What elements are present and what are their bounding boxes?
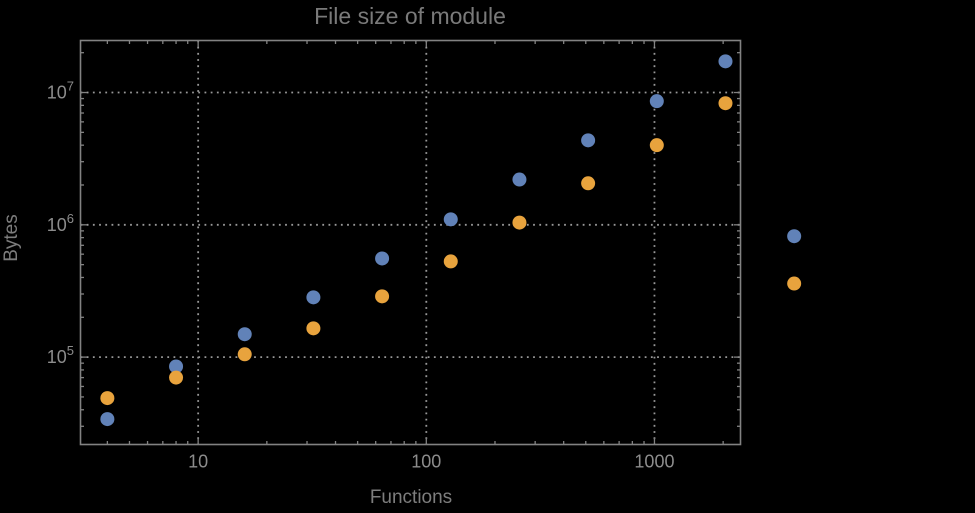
data-point-orange	[169, 370, 184, 385]
data-point-blue	[649, 94, 664, 109]
x-tick-label: 100	[411, 452, 441, 472]
data-point-orange	[375, 289, 390, 304]
x-tick-label: 1000	[634, 452, 674, 472]
ticks-layer	[80, 40, 741, 445]
data-point-blue	[581, 133, 596, 148]
plot-frame	[79, 39, 742, 446]
data-point-blue	[443, 212, 458, 227]
data-point-blue	[375, 251, 390, 266]
y-tick-label: 106	[47, 211, 74, 235]
data-point-blue	[306, 290, 321, 305]
data-point-orange	[718, 96, 733, 111]
y-tick-label: 107	[47, 79, 74, 103]
data-point-blue	[169, 359, 184, 374]
tick-labels-layer: 10 100 1000 105 106 107	[47, 79, 675, 472]
data-point-orange	[443, 254, 458, 269]
x-axis-label: Functions	[370, 487, 452, 508]
gridlines-layer	[80, 40, 741, 445]
data-point-blue	[100, 412, 115, 427]
data-point-orange	[237, 347, 252, 362]
data-point-blue	[512, 172, 527, 187]
data-points-layer	[100, 54, 802, 427]
chart-title: File size of module	[314, 3, 506, 29]
frame-layer	[79, 39, 742, 446]
data-point-blue	[237, 327, 252, 342]
data-point-orange	[512, 215, 527, 230]
data-point-blue	[718, 54, 733, 69]
data-point-orange	[100, 391, 115, 406]
data-point-orange	[581, 176, 596, 191]
data-point-orange	[787, 276, 802, 291]
data-point-blue	[787, 229, 802, 244]
data-point-orange	[306, 321, 321, 336]
data-point-orange	[649, 138, 664, 153]
y-tick-label: 105	[47, 343, 74, 367]
x-tick-label: 10	[188, 452, 208, 472]
y-axis-label: Bytes	[1, 214, 22, 262]
